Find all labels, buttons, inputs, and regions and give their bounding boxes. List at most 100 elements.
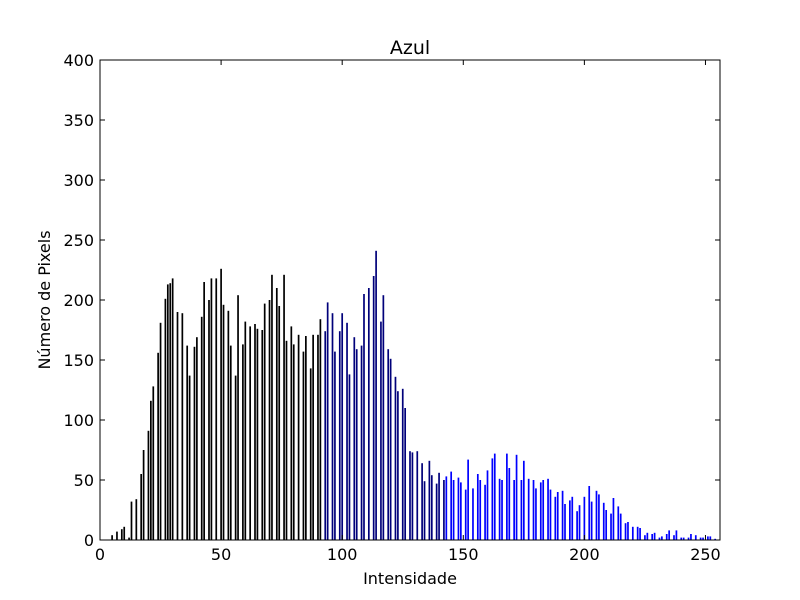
histogram-bar xyxy=(394,376,397,540)
histogram-bar xyxy=(196,337,198,540)
histogram-bar xyxy=(694,535,697,540)
histogram-bar xyxy=(169,283,172,540)
histogram-bar xyxy=(123,526,126,540)
histogram-bar xyxy=(363,294,365,540)
histogram-bar xyxy=(556,492,559,540)
histogram-bar xyxy=(605,510,608,540)
histogram-bar xyxy=(367,288,370,540)
histogram-bar xyxy=(617,506,620,540)
histogram-bar xyxy=(324,331,327,540)
histogram-bar xyxy=(227,310,230,540)
histogram-bar xyxy=(452,480,455,540)
histogram-bar xyxy=(571,496,574,540)
x-tick-label: 250 xyxy=(690,545,721,564)
histogram-bar xyxy=(714,538,717,540)
histogram-bar xyxy=(116,531,118,540)
histogram-bar xyxy=(271,274,273,540)
histogram-bar xyxy=(520,480,523,540)
histogram-bar xyxy=(147,430,150,540)
histogram-bar xyxy=(631,526,634,540)
histogram-bar xyxy=(506,453,508,540)
histogram-bar xyxy=(355,349,358,540)
histogram-bar xyxy=(254,324,256,540)
histogram-bar xyxy=(532,480,535,540)
x-tick-label: 100 xyxy=(327,545,358,564)
histogram-bar xyxy=(387,349,390,540)
histogram-bar xyxy=(348,374,351,540)
histogram-bar xyxy=(237,295,239,540)
histogram-bar xyxy=(360,345,363,540)
histogram-bar xyxy=(668,530,670,540)
histogram-bar xyxy=(627,522,629,540)
histogram-bar xyxy=(612,498,615,540)
histogram-bar xyxy=(682,537,685,540)
histogram-bar xyxy=(130,501,133,540)
histogram-bar xyxy=(275,288,278,540)
histogram-bar xyxy=(590,501,593,540)
histogram-bar xyxy=(244,321,247,540)
histogram-bar xyxy=(176,312,179,540)
histogram-bar xyxy=(268,300,271,540)
histogram-bar xyxy=(249,326,252,540)
histogram-bar xyxy=(501,480,503,540)
histogram-bar xyxy=(353,337,356,540)
histogram-bar xyxy=(278,306,281,540)
x-axis-ticks: 0 50 100 150 200 250 xyxy=(95,60,721,564)
histogram-bar xyxy=(535,488,537,540)
histogram-bar xyxy=(382,295,385,540)
histogram-bar xyxy=(680,537,683,540)
histogram-bar xyxy=(588,486,591,540)
histogram-bar xyxy=(527,478,530,540)
histogram-bar xyxy=(493,453,496,540)
y-axis-label: Número de Pixels xyxy=(35,230,54,369)
y-axis-ticks: 0 50 100 150 200 250 300 350 400 xyxy=(63,51,720,550)
histogram-bar xyxy=(450,471,453,540)
histogram-bar xyxy=(152,386,155,540)
histogram-bar xyxy=(644,535,646,540)
histogram-bar xyxy=(203,282,205,540)
histogram-bar xyxy=(397,391,399,540)
histogram-bar xyxy=(164,298,167,540)
histogram-bar xyxy=(484,484,486,540)
histogram-bar xyxy=(624,523,627,540)
histogram-bar xyxy=(242,344,244,540)
x-tick-label: 0 xyxy=(95,545,105,564)
histogram-bar xyxy=(687,537,690,540)
histogram-bar xyxy=(208,300,210,540)
histogram-bar xyxy=(421,463,423,540)
histogram-bar xyxy=(709,536,712,540)
histogram-bar xyxy=(142,450,145,540)
histogram-bar xyxy=(539,482,542,540)
histogram-bar xyxy=(569,500,571,540)
x-axis-label: Intensidade xyxy=(363,569,457,588)
histogram-bar xyxy=(186,345,189,540)
histogram-bar xyxy=(578,505,581,540)
y-tick-label: 50 xyxy=(74,471,94,490)
histogram-bar xyxy=(430,475,433,540)
histogram-bar xyxy=(319,319,322,540)
histogram-bar xyxy=(673,535,675,540)
histogram-bar xyxy=(263,303,266,540)
histogram-bar xyxy=(702,537,704,540)
y-tick-label: 150 xyxy=(63,351,94,370)
histogram-bar xyxy=(564,504,566,540)
histogram-bar xyxy=(188,375,191,540)
histogram-bar xyxy=(157,352,159,540)
histogram-bar xyxy=(498,478,501,540)
histogram-bar xyxy=(508,468,511,540)
histogram-bar xyxy=(302,351,305,540)
histogram-bar xyxy=(576,511,578,540)
histogram-bar xyxy=(290,326,293,540)
histogram-bar xyxy=(285,340,288,540)
histogram-bar xyxy=(619,513,622,540)
histogram-bar xyxy=(331,313,334,540)
histogram-bar xyxy=(549,489,552,540)
histogram-bar xyxy=(464,489,467,540)
histogram-bar xyxy=(411,452,414,540)
histogram-bar xyxy=(326,302,329,540)
histogram-bar xyxy=(283,274,285,540)
histogram-bar xyxy=(341,313,344,540)
y-tick-label: 100 xyxy=(63,411,94,430)
histogram-bar xyxy=(416,451,419,540)
histogram-bar xyxy=(220,268,222,540)
